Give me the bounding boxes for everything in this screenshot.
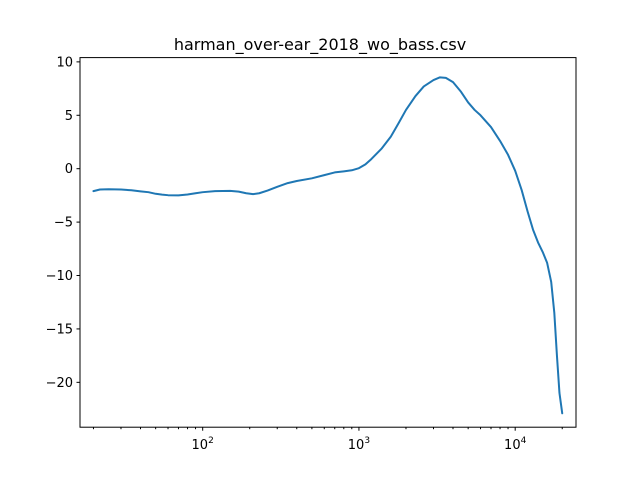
x-tick-label: 104 <box>504 436 527 453</box>
y-tick-label: 5 <box>65 109 73 124</box>
y-tick-label: 0 <box>65 162 73 177</box>
x-tick-label-exponent: 4 <box>521 436 527 446</box>
x-tick-label-base: 10 <box>192 438 209 453</box>
x-tick-label-base: 10 <box>504 438 521 453</box>
x-tick-label-exponent: 2 <box>208 436 214 446</box>
y-tick-label: −10 <box>46 269 73 284</box>
y-tick-label: 10 <box>56 55 73 70</box>
x-tick-label: 103 <box>348 436 370 453</box>
chart-title: harman_over-ear_2018_wo_bass.csv <box>174 35 466 55</box>
x-tick-label: 102 <box>192 436 214 453</box>
x-tick-label-base: 10 <box>348 438 365 453</box>
y-tick-label: −20 <box>46 376 73 391</box>
series-line <box>92 76 564 415</box>
y-tick-label: −15 <box>46 322 73 337</box>
y-tick-label: −5 <box>54 216 73 231</box>
x-tick-label-exponent: 3 <box>364 436 370 446</box>
plot-frame <box>79 57 577 428</box>
